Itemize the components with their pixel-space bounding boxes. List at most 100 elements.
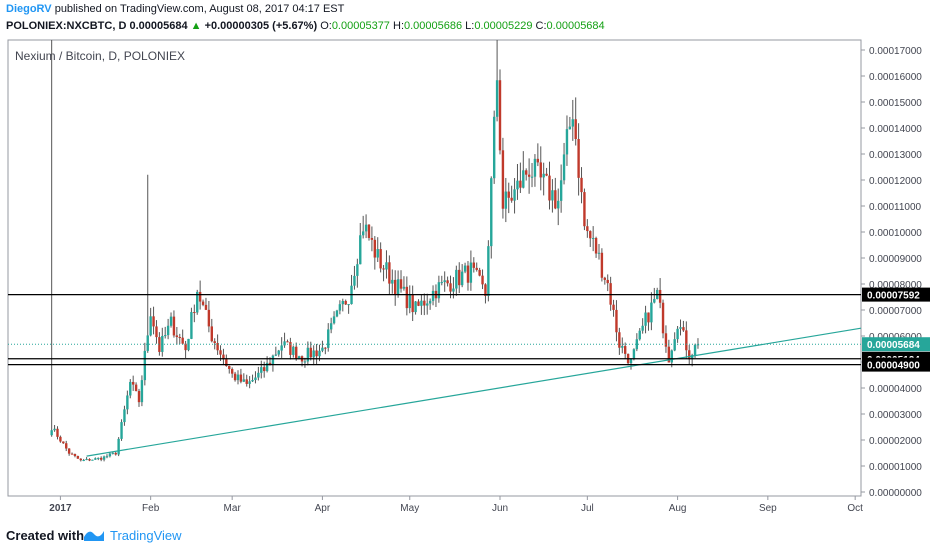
candle-body <box>361 231 365 236</box>
candle-body <box>667 346 671 363</box>
candle-body <box>504 191 508 209</box>
y-tick-label: 0.00007000 <box>869 306 922 317</box>
time-axis[interactable]: 2017 Feb Mar Apr May Jun Jul Aug Sep Oct <box>49 496 863 514</box>
close-label: C: <box>532 20 547 32</box>
candle-body <box>440 282 443 284</box>
candle-body <box>158 337 161 352</box>
candle-body <box>594 237 598 254</box>
last-price: 0.00005684 <box>126 20 191 32</box>
candle-body <box>577 138 580 178</box>
candle-body <box>516 180 519 190</box>
candle-body <box>562 154 566 181</box>
candle-body <box>635 339 639 350</box>
candle-body <box>490 178 493 247</box>
x-tick-label: Aug <box>669 503 687 514</box>
candle-body <box>431 290 435 301</box>
candle-body <box>126 395 129 410</box>
candle-body <box>658 289 662 303</box>
candle-body <box>292 346 295 355</box>
author-link[interactable]: DiegoRV <box>6 3 52 15</box>
candle-body <box>600 252 604 278</box>
candle-body <box>152 316 155 327</box>
candle-body <box>632 349 636 359</box>
candle-body <box>458 269 461 286</box>
candle-body <box>379 249 382 269</box>
candle-body <box>79 458 82 461</box>
candle-body <box>507 191 510 198</box>
candle-body <box>344 300 347 305</box>
candle-body <box>332 316 336 324</box>
candle-body <box>484 284 487 296</box>
candle-body <box>228 366 231 370</box>
candle-body <box>181 337 184 344</box>
candle-body <box>615 309 618 333</box>
candle-body <box>123 409 126 423</box>
candle-body <box>580 177 583 193</box>
y-tick-label: 0.00003000 <box>869 410 922 421</box>
candle-body <box>545 173 548 176</box>
candle-body <box>557 200 560 209</box>
candle-body <box>583 192 586 227</box>
y-tick-label: 0.00016000 <box>869 72 922 83</box>
candle-body <box>295 346 298 359</box>
candle-body <box>254 377 257 381</box>
candle-body <box>204 304 208 310</box>
candle-body <box>225 359 228 367</box>
low-value: 0.00005229 <box>474 20 533 32</box>
candle-body <box>382 268 385 270</box>
candle-body <box>370 237 374 240</box>
candle-body <box>446 280 449 284</box>
candle-body <box>175 335 179 337</box>
candle-body <box>466 265 470 283</box>
candle-body <box>393 279 397 295</box>
price-chart[interactable]: 0.00017000 0.00016000 0.00015000 0.00014000… <box>0 38 932 520</box>
candle-body <box>463 265 467 272</box>
x-tick-label: May <box>400 503 419 514</box>
candle-body <box>571 119 574 127</box>
candle-body <box>338 304 342 311</box>
trendline[interactable] <box>86 327 862 457</box>
chart-title: Nexium / Bitcoin, D, POLONIEX <box>15 49 186 63</box>
plot-frame <box>7 39 862 497</box>
y-tick-label: 0.00013000 <box>869 150 922 161</box>
candle-body <box>114 452 117 455</box>
y-tick-label: 0.00008000 <box>869 280 922 291</box>
candle-body <box>641 325 644 331</box>
symbol-label: POLONIEX:NXCBTC, D <box>6 20 127 32</box>
candle-body <box>347 304 350 306</box>
candle-body <box>85 459 88 461</box>
candle-body <box>359 235 362 265</box>
candle-body <box>388 262 391 284</box>
candle-body <box>670 350 673 363</box>
candle-body <box>117 438 120 455</box>
candle-body <box>248 381 251 384</box>
candle-body <box>286 341 289 343</box>
candle-body <box>682 327 685 331</box>
open-value: 0.00005377 <box>331 20 390 32</box>
candle-body <box>676 328 679 340</box>
candle-body <box>245 379 248 384</box>
price-axis[interactable]: 0.00017000 0.00016000 0.00015000 0.00014000… <box>861 46 930 499</box>
candle-body <box>274 354 278 356</box>
candle-body <box>327 329 330 348</box>
candle-body <box>603 277 607 280</box>
candle-body <box>542 173 545 178</box>
candle-body <box>50 430 53 436</box>
x-tick-label: 2017 <box>49 503 72 514</box>
candle-body <box>623 346 627 354</box>
candle-body <box>210 326 213 342</box>
tradingview-brand[interactable]: TradingView <box>110 528 182 543</box>
candle-body <box>251 380 254 382</box>
candle-body <box>586 226 589 232</box>
level-price-label: 0.00007592 <box>867 291 920 302</box>
candle-body <box>568 126 572 130</box>
candle-body <box>475 267 478 270</box>
candle-body <box>111 452 115 454</box>
candle-body <box>405 286 409 309</box>
level-price-label-bg <box>862 357 930 372</box>
candle-body <box>472 262 476 268</box>
candle-body <box>318 350 321 357</box>
candle-body <box>399 279 403 289</box>
candle-body <box>551 190 554 201</box>
candle-body <box>679 327 682 329</box>
